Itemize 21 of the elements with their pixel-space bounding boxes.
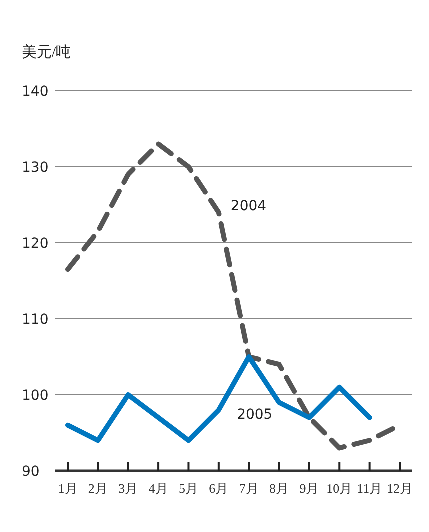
y-tick-label: 90 <box>22 464 40 480</box>
x-tick-label: 4月 <box>148 481 168 496</box>
x-tick-label: 3月 <box>118 481 138 496</box>
x-tick-label: 7月 <box>239 481 259 496</box>
x-tick-label: 2月 <box>88 481 108 496</box>
y-tick-label: 140 <box>22 84 49 100</box>
x-tick-label: 12月 <box>387 481 413 496</box>
series-label: 2005 <box>237 407 273 423</box>
y-tick-label: 110 <box>22 312 49 328</box>
y-tick-label: 120 <box>22 236 49 252</box>
series-label: 2004 <box>230 198 267 215</box>
x-tick-label: 5月 <box>178 481 198 496</box>
x-tick-label: 11月 <box>357 481 383 496</box>
x-tick-label: 9月 <box>300 481 320 496</box>
y-axis-title: 美元/吨 <box>22 44 72 61</box>
x-tick-label: 8月 <box>270 481 290 496</box>
y-tick-label: 130 <box>22 160 49 176</box>
y-tick-label: 100 <box>22 388 49 404</box>
x-tick-label: 1月 <box>58 481 78 496</box>
x-tick-label: 10月 <box>326 481 353 496</box>
x-tick-label: 6月 <box>209 481 229 496</box>
